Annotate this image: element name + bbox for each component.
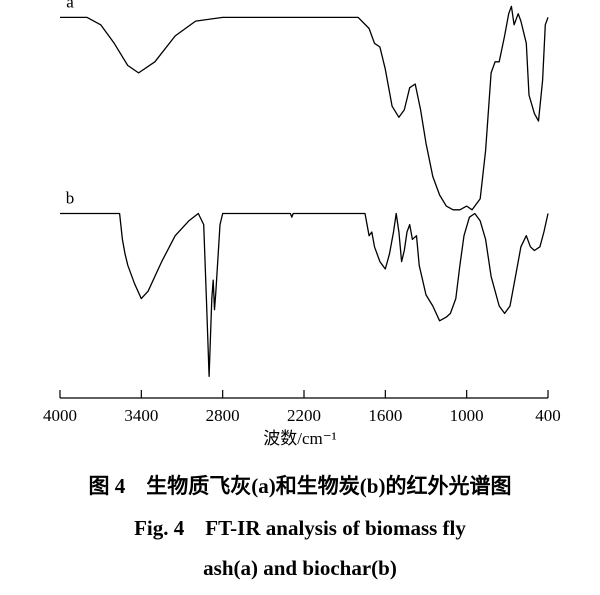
- caption: ash(a) and biochar(b): [203, 556, 397, 580]
- series-label: a: [66, 0, 74, 11]
- x-tick-label: 2200: [287, 406, 321, 425]
- spectrum-line: [60, 212, 549, 377]
- series-label: b: [66, 188, 75, 207]
- x-tick-label: 400: [535, 406, 561, 425]
- caption: 图 4 生物质飞灰(a)和生物炭(b)的红外光谱图: [89, 474, 512, 498]
- x-tick-label: 3400: [124, 406, 158, 425]
- spectrum-line: [60, 5, 549, 211]
- x-tick-label: 4000: [43, 406, 77, 425]
- caption: Fig. 4 FT-IR analysis of biomass fly: [134, 516, 466, 540]
- x-tick-label: 2800: [206, 406, 240, 425]
- x-tick-label: 1600: [368, 406, 402, 425]
- x-tick-label: 1000: [450, 406, 484, 425]
- x-axis-label: 波数/cm⁻¹: [263, 429, 337, 448]
